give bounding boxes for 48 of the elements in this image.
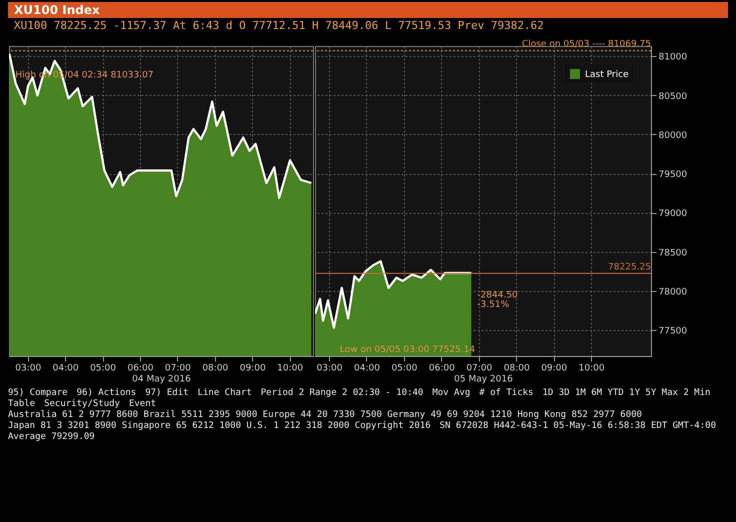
y-tick-label: 81000 [658, 52, 688, 63]
x-tick-label: 06:00 [127, 364, 154, 374]
text: Line Chart [198, 388, 252, 399]
text: Event [128, 399, 156, 410]
text: 95) Compare [8, 388, 68, 399]
x-tick-label: 09:00 [541, 364, 568, 374]
x-tick-label: 05:00 [391, 364, 418, 374]
annotation: -2844.50 [477, 290, 518, 300]
ref-line-label: Close on 05/03 ---- 81069.75 [522, 40, 651, 50]
text: 97) Edit [145, 388, 189, 399]
y-tick-label: 78500 [658, 248, 688, 258]
y-tick-label: 78000 [658, 288, 688, 298]
legend-label: Last Price [585, 70, 630, 80]
text: Security/Study [44, 399, 120, 410]
x-tick-label: 07:00 [466, 364, 493, 374]
x-tick-label: 09:00 [240, 364, 266, 374]
text: Mov Avg [432, 388, 470, 399]
annotation: -3.51% [477, 300, 510, 310]
text: 96) Actions [76, 388, 136, 399]
text: Average 79299.09 [8, 432, 95, 443]
x-tick-label: 05:00 [90, 364, 116, 374]
chart-subtitle: XU100 78225.25 -1157.37 At 6:43 d O 77712.51 H 78449.06 L 77519.53 Prev 79382.62 [13, 18, 545, 33]
x-axis-title: 04 May 2016 [132, 374, 192, 384]
text: Period 2 Range 2 02:30 - 10:40 [260, 388, 424, 399]
y-tick-label: 80500 [658, 92, 688, 102]
x-tick-label: 04:00 [52, 364, 79, 374]
chart-title: XU100 Index [8, 2, 728, 18]
text: SN 672028 H442-643-1 05-May-16 6:58:38 EDT GMT-4:00 [440, 421, 716, 432]
text: Australia 61 2 9777 8600 Brazil 5511 2395 9000 Europe 44 20 7330 7500 Germany 49 69 9204 1210 Hong Kong 852 2977 6000 [8, 410, 642, 421]
y-tick-label: 79500 [658, 170, 688, 180]
x-tick-label: 10:00 [578, 364, 605, 374]
text: 1D 3D 1M 6M YTD 1Y 5Y Max 2 Min [542, 388, 710, 399]
x-tick-label: 03:00 [316, 364, 343, 374]
x-tick-label: 06:00 [428, 364, 456, 374]
x-tick-label: 08:00 [202, 364, 229, 374]
text: Japan 81 3 3201 8900 Singapore 65 6212 1000 U.S. 1 212 318 2000 Copyright 2016 [8, 421, 431, 432]
ref-line-label: 78225.25 [608, 262, 651, 272]
x-tick-label: 03:00 [15, 364, 42, 374]
x-tick-label: 10:00 [277, 364, 304, 374]
text: Table [8, 399, 36, 410]
x-tick-label: 04:00 [354, 364, 380, 374]
x-tick-label: 08:00 [504, 364, 530, 374]
y-tick-label: 77500 [658, 326, 688, 337]
y-tick-label: 80000 [658, 130, 688, 141]
x-axis-title: 05 May 2016 [454, 374, 514, 384]
text: # of Ticks [479, 388, 534, 399]
y-tick-label: 79000 [658, 209, 688, 220]
x-tick-label: 07:00 [164, 364, 192, 374]
